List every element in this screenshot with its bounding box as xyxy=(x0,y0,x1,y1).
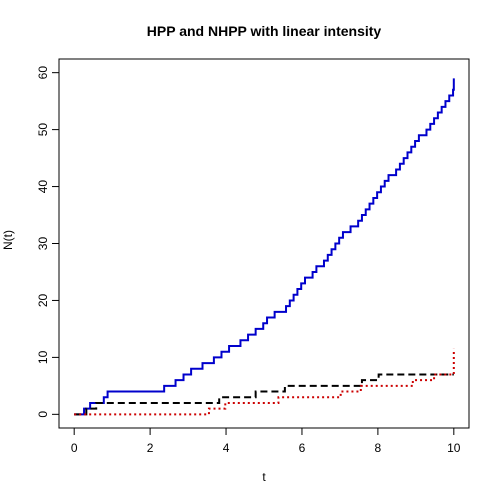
y-tick-label: 40 xyxy=(36,180,50,194)
y-tick-label: 0 xyxy=(36,411,50,418)
series-layer xyxy=(74,78,455,416)
chart-title: HPP and NHPP with linear intensity xyxy=(147,23,382,39)
y-axis-label: N(t) xyxy=(1,230,15,250)
x-tick-label: 10 xyxy=(447,441,461,455)
y-tick-label: 10 xyxy=(36,350,50,364)
x-tick-label: 2 xyxy=(147,441,154,455)
series-line-2 xyxy=(74,373,454,416)
y-tick-label: 20 xyxy=(36,293,50,307)
y-axis: 0 10 20 30 40 50 60 xyxy=(36,66,60,418)
y-tick-label: 50 xyxy=(36,123,50,137)
x-tick-label: 6 xyxy=(299,441,306,455)
x-tick-label: 4 xyxy=(223,441,230,455)
y-tick-label: 30 xyxy=(36,237,50,251)
x-tick-label: 0 xyxy=(71,441,78,455)
x-axis-label: t xyxy=(262,470,266,484)
series-line-1 xyxy=(74,78,455,416)
x-axis: 0 2 4 6 8 10 xyxy=(71,427,461,455)
x-tick-label: 8 xyxy=(375,441,382,455)
y-tick-label: 60 xyxy=(36,66,50,80)
